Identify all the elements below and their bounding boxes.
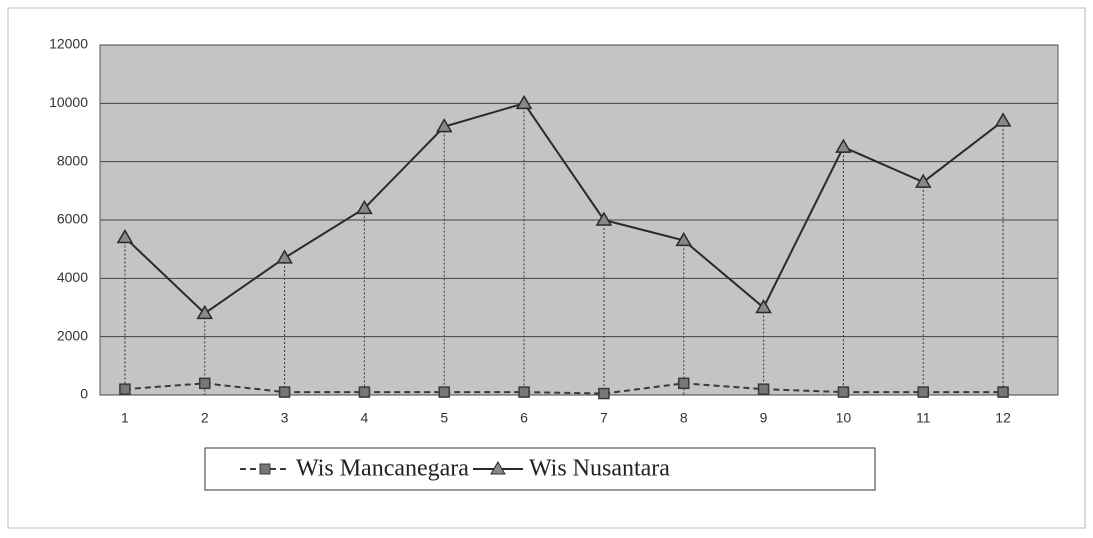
x-tick-label: 12 <box>995 410 1011 426</box>
y-tick-label: 6000 <box>57 211 88 227</box>
point <box>757 383 770 395</box>
x-tick-label: 11 <box>916 410 931 426</box>
x-tick-label: 9 <box>760 410 768 426</box>
x-tick-label: 7 <box>600 410 608 426</box>
y-tick-label: 0 <box>80 386 88 402</box>
point <box>119 383 131 395</box>
point <box>358 386 371 398</box>
x-tick-label: 6 <box>520 410 528 426</box>
point <box>278 386 291 398</box>
x-tick-label: 10 <box>836 410 852 426</box>
point <box>837 386 850 398</box>
point <box>356 199 373 215</box>
y-tick-label: 12000 <box>49 36 88 52</box>
point <box>914 173 932 188</box>
point <box>994 112 1012 127</box>
point <box>997 386 1009 398</box>
series-line <box>124 382 1004 395</box>
point <box>678 377 690 390</box>
point <box>598 387 610 400</box>
x-tick-label: 2 <box>201 410 209 426</box>
legend-marker <box>490 461 506 475</box>
point <box>518 386 530 398</box>
point <box>675 231 693 247</box>
legend-label: Wis Nusantara <box>529 456 670 482</box>
point <box>515 94 533 110</box>
legend-label: Wis Mancanegara <box>296 456 469 482</box>
legend <box>204 447 876 491</box>
point <box>438 386 450 398</box>
x-tick-label: 1 <box>121 410 129 426</box>
point <box>755 299 772 314</box>
point <box>595 211 613 226</box>
point <box>835 138 852 153</box>
y-tick-label: 4000 <box>57 269 88 285</box>
y-tick-label: 8000 <box>57 152 88 168</box>
y-tick-label: 10000 <box>49 94 88 110</box>
point <box>196 304 214 320</box>
series-line <box>124 102 1004 315</box>
point <box>917 386 929 398</box>
point <box>435 118 453 133</box>
x-tick-label: 5 <box>440 410 448 426</box>
point <box>116 229 134 244</box>
point <box>199 377 211 390</box>
x-tick-label: 8 <box>680 410 688 426</box>
point <box>276 249 293 264</box>
y-tick-label: 2000 <box>57 327 88 343</box>
legend-marker <box>259 463 271 475</box>
x-tick-label: 4 <box>361 410 369 426</box>
x-tick-label: 3 <box>281 410 289 426</box>
